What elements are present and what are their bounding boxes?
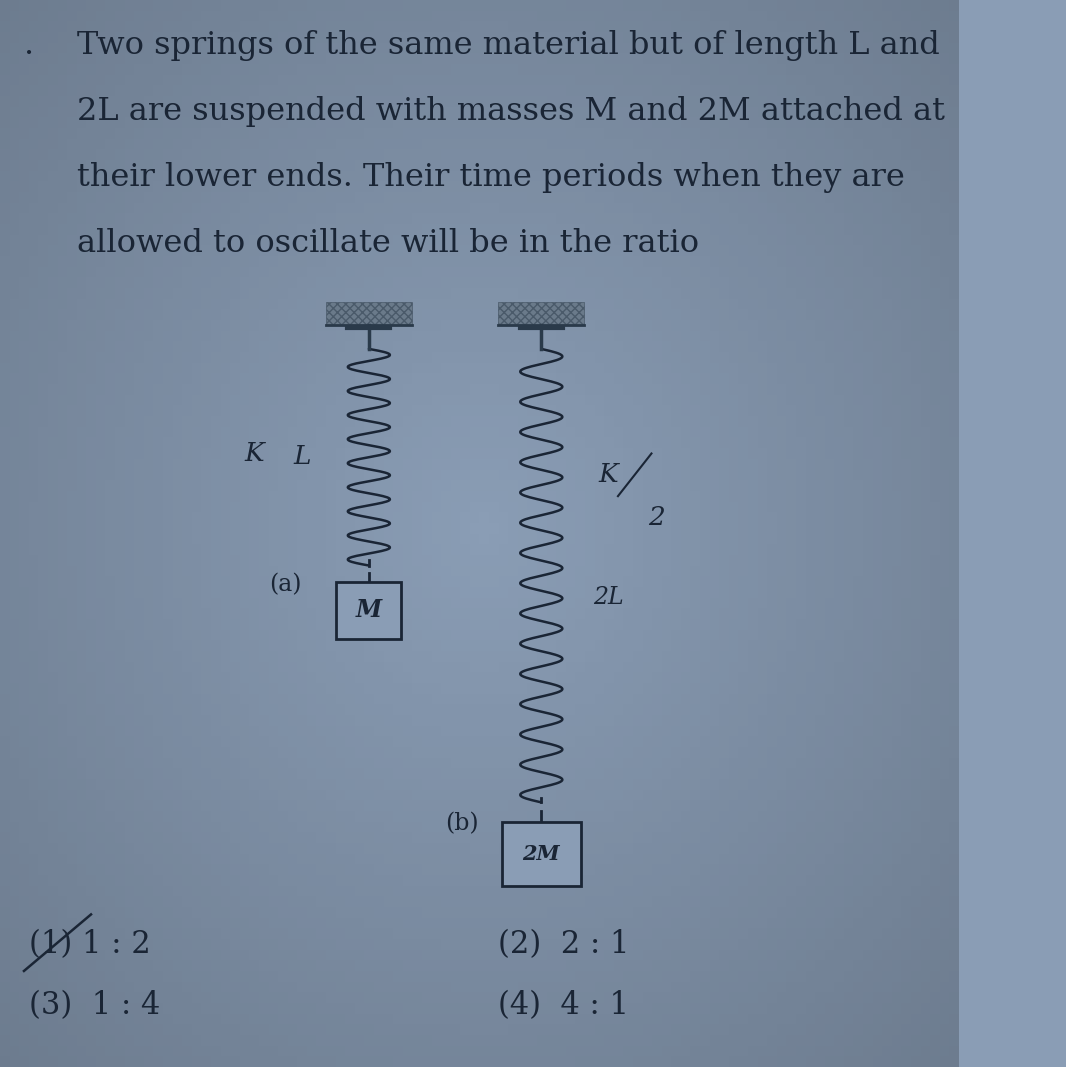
Bar: [502, 822, 581, 886]
Text: Two springs of the same material but of length L and: Two springs of the same material but of …: [77, 30, 939, 61]
Text: 2L: 2L: [593, 586, 624, 609]
Bar: [498, 302, 584, 325]
Text: (1) 1 : 2: (1) 1 : 2: [29, 928, 150, 960]
Text: (2)  2 : 1: (2) 2 : 1: [498, 928, 630, 960]
Text: 2: 2: [648, 505, 664, 530]
Text: K: K: [244, 441, 263, 466]
Text: (a): (a): [270, 573, 302, 596]
Text: allowed to oscillate will be in the ratio: allowed to oscillate will be in the rati…: [77, 228, 699, 259]
Text: (3)  1 : 4: (3) 1 : 4: [29, 989, 160, 1021]
Text: their lower ends. Their time periods when they are: their lower ends. Their time periods whe…: [77, 162, 905, 193]
Text: (b): (b): [446, 812, 479, 835]
Text: .: .: [23, 30, 34, 61]
Text: M: M: [356, 599, 382, 622]
Text: K: K: [598, 462, 618, 488]
Text: (4)  4 : 1: (4) 4 : 1: [498, 989, 629, 1021]
Text: L: L: [293, 444, 310, 469]
Bar: [336, 582, 402, 639]
Text: 2L are suspended with masses M and 2M attached at: 2L are suspended with masses M and 2M at…: [77, 96, 944, 127]
Bar: [326, 302, 411, 325]
Text: 2M: 2M: [522, 844, 560, 863]
